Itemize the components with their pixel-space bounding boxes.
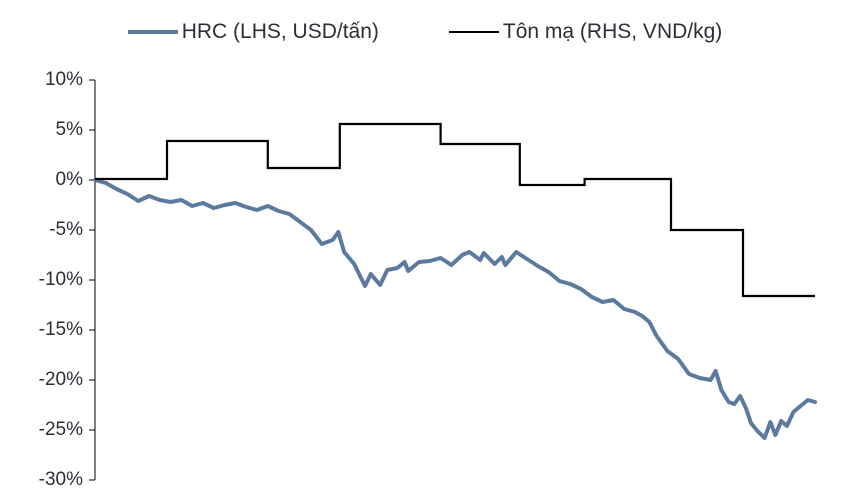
legend-entry-ton-ma: Tôn mạ (RHS, VND/kg): [449, 20, 722, 44]
y-tick-label: 5%: [56, 119, 84, 140]
y-tick-label: -10%: [39, 269, 83, 290]
plot-area: 10%5%0%-5%-10%-15%-20%-25%-30%: [95, 80, 815, 480]
y-axis-ticks: 10% 5% 0% -5% -10% -15% -20% -25% -30%: [39, 69, 95, 490]
y-tick-label: 10%: [45, 69, 83, 90]
y-tick-label: -5%: [49, 219, 83, 240]
y-tick-label: -25%: [39, 419, 83, 440]
line-chart: HRC (LHS, USD/tấn) Tôn mạ (RHS, VND/kg) …: [0, 0, 850, 500]
series-hrc: [95, 180, 815, 438]
y-tick-label: -20%: [39, 369, 83, 390]
y-tick-label: -15%: [39, 319, 83, 340]
legend-label: Tôn mạ (RHS, VND/kg): [503, 20, 722, 44]
legend-swatch: [449, 31, 499, 33]
y-tick-label: 0%: [56, 169, 84, 190]
legend-entry-hrc: HRC (LHS, USD/tấn): [128, 20, 379, 44]
series-ton-ma: [95, 124, 815, 296]
legend-label: HRC (LHS, USD/tấn): [182, 20, 379, 44]
plot-svg: 10%5%0%-5%-10%-15%-20%-25%-30%: [95, 80, 815, 480]
y-tick-label: -30%: [39, 469, 83, 490]
legend-swatch: [128, 30, 178, 34]
legend: HRC (LHS, USD/tấn) Tôn mạ (RHS, VND/kg): [0, 20, 850, 44]
